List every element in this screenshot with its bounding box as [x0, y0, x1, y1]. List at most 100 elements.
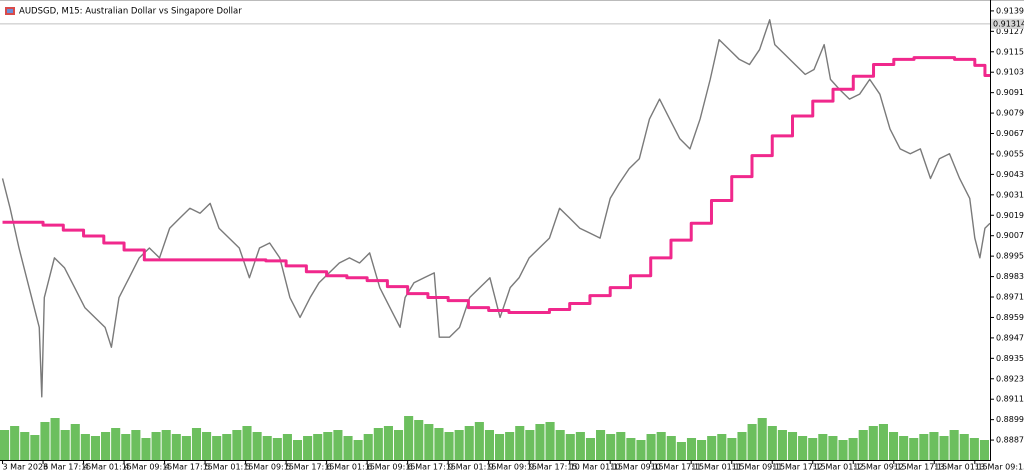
volume-bar	[0, 430, 10, 460]
volume-bar	[414, 420, 424, 460]
volume-bar	[60, 430, 70, 460]
x-tick-label: 9 Mar 01:15	[448, 463, 496, 472]
volume-bar	[373, 428, 383, 460]
x-tick-label: 5 Mar 17:15	[286, 463, 334, 472]
volume-bar	[747, 424, 757, 460]
volume-bar	[464, 426, 474, 460]
chart-title: AUDSGD, M15: Australian Dollar vs Singap…	[19, 7, 242, 17]
volume-bar	[141, 438, 151, 460]
x-tick-label: 10 Mar 17:15	[651, 463, 704, 472]
volume-bar	[444, 432, 454, 460]
volume-bar	[323, 432, 333, 460]
x-tick-label: 6 Mar 01:15	[327, 463, 375, 472]
volume-bar	[858, 430, 868, 460]
volume-bar	[666, 436, 676, 460]
x-tick-label: 13 Mar 01:15	[934, 463, 987, 472]
volume-bar	[707, 436, 717, 460]
volume-bar	[646, 434, 656, 460]
plot-area	[0, 19, 991, 460]
x-tick-label: 4 Mar 17:15	[165, 463, 213, 472]
volume-bar	[353, 440, 363, 460]
volume-bar	[101, 432, 111, 460]
volume-bar	[474, 422, 484, 460]
x-tick-label: 10 Mar 01:15	[570, 463, 623, 472]
volume-bar	[818, 434, 828, 460]
volume-bar	[737, 432, 747, 460]
volume-bar	[232, 430, 242, 460]
volume-bar	[70, 424, 80, 460]
volume-bar	[404, 416, 414, 460]
volume-bar	[383, 426, 393, 460]
x-tick-label: 12 Mar 17:15	[894, 463, 947, 472]
volume-bar	[171, 434, 181, 460]
volume-bar	[767, 426, 777, 460]
volume-bar	[798, 436, 808, 460]
volume-bar	[272, 438, 282, 460]
volume-bar	[929, 432, 939, 460]
volume-bar	[202, 432, 212, 460]
volume-bar	[424, 424, 434, 460]
volume-bar	[636, 440, 646, 460]
volume-bar	[888, 432, 899, 460]
volume-bar	[878, 424, 888, 460]
volume-bar	[30, 435, 40, 460]
volume-bar	[606, 434, 616, 460]
x-tick-label: 5 Mar 01:15	[205, 463, 253, 472]
volume-bar	[838, 440, 848, 460]
volume-bar	[121, 434, 131, 460]
volume-bar	[919, 434, 929, 460]
volume-bar	[333, 430, 343, 460]
x-tick-label: 3 Mar 17:15	[43, 463, 91, 472]
volume-bar	[899, 436, 909, 460]
x-tick-label: 11 Mar 01:15	[691, 463, 744, 472]
volume-bar	[242, 426, 252, 460]
volume-bar	[828, 436, 838, 460]
price-line	[1, 19, 991, 398]
volume-bar	[555, 430, 565, 460]
volume-bar	[181, 436, 191, 460]
volume-bar	[222, 434, 232, 460]
volume-bar	[80, 434, 90, 460]
volume-bar	[676, 442, 686, 460]
volume-bar	[393, 430, 404, 460]
x-tick-label: 11 Mar 09:15	[732, 463, 785, 472]
volume-bar	[757, 418, 767, 460]
last-price-tag	[991, 18, 1024, 29]
volume-bar	[656, 432, 666, 460]
x-tick-label: 9 Mar 17:15	[529, 463, 577, 472]
volume-bar	[111, 428, 121, 460]
volume-bar	[939, 436, 949, 460]
volume-bar	[505, 432, 515, 460]
volume-bar	[535, 424, 545, 460]
x-tick-label: 9 Mar 09:15	[489, 463, 537, 472]
x-tick-label: 6 Mar 09:15	[367, 463, 415, 472]
volume-bar	[808, 438, 818, 460]
y-tick-label: 0.88870	[996, 436, 1024, 445]
volume-bar	[303, 436, 313, 460]
volume-bar	[262, 436, 272, 460]
volume-bar	[495, 434, 505, 460]
volume-bar	[717, 434, 727, 460]
volume-bar	[777, 430, 787, 460]
volume-bar	[40, 422, 50, 460]
x-tick-label: 3 Mar 2026	[3, 463, 49, 472]
volume-bar	[50, 418, 60, 460]
volume-bar	[545, 422, 555, 460]
volume-bar	[20, 432, 30, 460]
volume-bar	[697, 440, 707, 460]
volume-bar	[969, 438, 979, 460]
